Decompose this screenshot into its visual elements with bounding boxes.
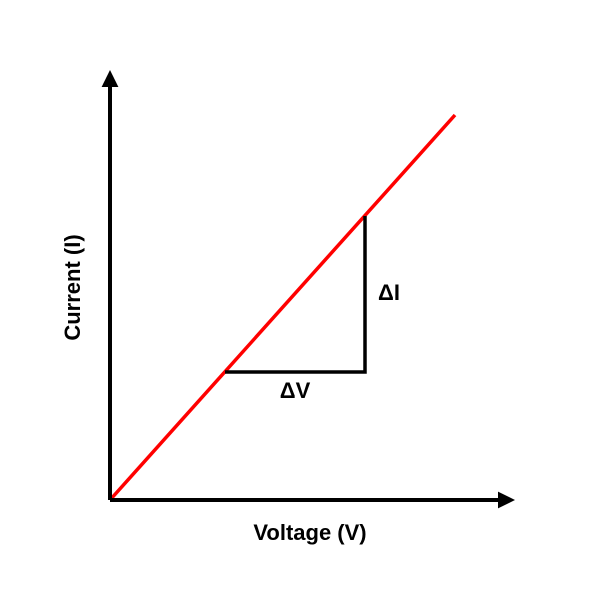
y-axis-label: Current (I)	[60, 234, 85, 340]
y-axis-arrowhead	[102, 70, 119, 87]
delta-v-label: ΔV	[280, 378, 311, 403]
ohms-law-chart: Current (I) Voltage (V) ΔV ΔI	[0, 0, 600, 600]
iv-line	[110, 115, 455, 500]
delta-i-label: ΔI	[378, 280, 400, 305]
x-axis-label: Voltage (V)	[253, 520, 366, 545]
chart-svg: Current (I) Voltage (V) ΔV ΔI	[0, 0, 600, 600]
x-axis-arrowhead	[498, 492, 515, 509]
